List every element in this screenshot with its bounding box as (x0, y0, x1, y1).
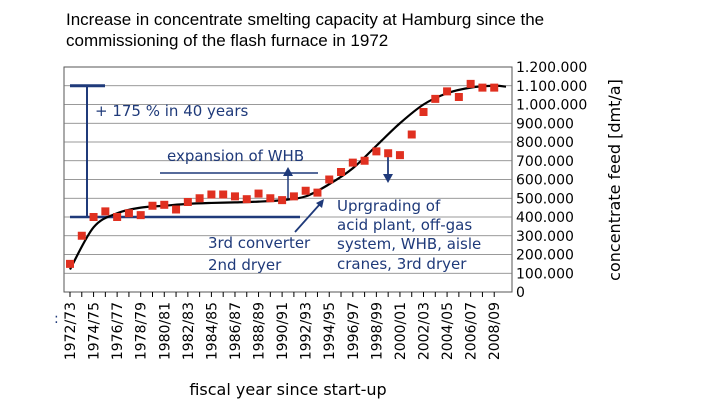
annotation-upgrade-2: acid plant, off-gas (337, 216, 472, 234)
arrow-converter-head (316, 199, 324, 208)
y-tick-label: 900.000 (516, 116, 574, 132)
x-tick-label: 1998/99 (369, 302, 385, 360)
x-tick-label: 1986/87 (228, 302, 244, 360)
annotation-upgrade-3: system, WHB, aisle (337, 235, 481, 253)
y-tick-label: 800.000 (516, 135, 574, 151)
data-point (431, 94, 440, 103)
chart-title-line1: Increase in concentrate smelting capacit… (66, 10, 545, 29)
annotation-whb: expansion of WHB (167, 147, 304, 165)
x-tick-label: 1976/77 (110, 302, 126, 360)
data-point (183, 198, 192, 206)
arrow-upgrade-head (383, 174, 393, 183)
stray-mark: : (54, 311, 59, 327)
y-tick-label: 200.000 (516, 248, 574, 264)
data-point (478, 83, 487, 92)
annotation-increase: + 175 % in 40 years (95, 102, 249, 120)
x-tick-label: 1980/81 (157, 302, 173, 360)
y-tick-label: 600.000 (516, 173, 574, 189)
x-tick-label: 2004/05 (440, 302, 456, 360)
arrow-whb-head (283, 167, 293, 176)
x-tick-label: 1996/97 (346, 302, 362, 360)
annotation-upgrade-1: Uprgrading of (337, 197, 441, 215)
data-point (66, 259, 74, 268)
x-tick-label: 1994/95 (322, 302, 338, 360)
data-point (254, 189, 263, 198)
data-point (278, 196, 287, 205)
data-point (207, 190, 216, 199)
data-point (124, 209, 133, 218)
data-point (454, 93, 463, 101)
y-tick-label: 1.200.000 (516, 60, 587, 76)
data-point (77, 231, 86, 240)
data-point (466, 79, 475, 88)
data-point (101, 207, 110, 216)
y-tick-label: 0 (516, 285, 525, 301)
data-point (242, 195, 251, 204)
x-tick-label: 1988/89 (252, 302, 268, 360)
y-tick-label: 400.000 (516, 210, 574, 226)
x-tick-label: 1972/73 (63, 302, 79, 360)
data-point (325, 175, 334, 184)
x-tick-label: 2008/09 (487, 302, 503, 360)
data-point (113, 213, 122, 221)
data-point (372, 147, 381, 156)
x-tick-label: 2000/01 (393, 302, 409, 360)
annotation-upgrade-4: cranes, 3rd dryer (337, 255, 467, 273)
x-tick-label: 1982/83 (181, 302, 197, 360)
data-point (384, 149, 393, 158)
data-point (172, 205, 181, 214)
x-tick-label: 1974/75 (87, 302, 103, 360)
y-tick-label: 500.000 (516, 191, 574, 207)
data-point (301, 186, 310, 195)
x-axis-label: fiscal year since start-up (189, 380, 386, 399)
y-tick-label: 1.100.000 (516, 79, 587, 95)
data-point (266, 194, 275, 203)
x-tick-label: 1978/79 (134, 302, 150, 360)
data-point (348, 158, 357, 167)
data-point (289, 192, 298, 201)
data-point (490, 83, 499, 92)
data-point (89, 213, 98, 221)
chart-title-line2: commissioning of the flash furnace in 19… (66, 31, 389, 50)
x-tick-label: 2002/03 (417, 302, 433, 360)
arrow-converter-shaft (294, 203, 321, 233)
x-tick-label: 1990/91 (275, 302, 291, 360)
x-tick-label: 1992/93 (299, 302, 315, 360)
data-point (360, 156, 369, 165)
y-tick-label: 300.000 (516, 229, 574, 245)
annotation-converter: 3rd converter (208, 234, 311, 252)
data-point (230, 192, 239, 201)
y-tick-label: 100.000 (516, 266, 574, 282)
annotation-dryer: 2nd dryer (208, 256, 282, 274)
data-point (148, 201, 157, 210)
y-tick-label: 1.000.000 (516, 98, 587, 114)
data-point (160, 200, 169, 209)
data-point (419, 108, 428, 116)
data-point (407, 130, 416, 139)
data-point (443, 87, 452, 96)
data-point (337, 168, 346, 176)
x-tick-label: 1984/85 (204, 302, 220, 360)
x-tick-label: 2006/07 (464, 302, 480, 360)
data-point (219, 190, 228, 199)
data-point (313, 188, 322, 197)
y-tick-label: 700.000 (516, 154, 574, 170)
data-point (136, 211, 145, 220)
y-axis-label: concentrate feed [dmt/a] (605, 79, 624, 281)
data-point (195, 194, 204, 203)
data-point (395, 151, 404, 160)
